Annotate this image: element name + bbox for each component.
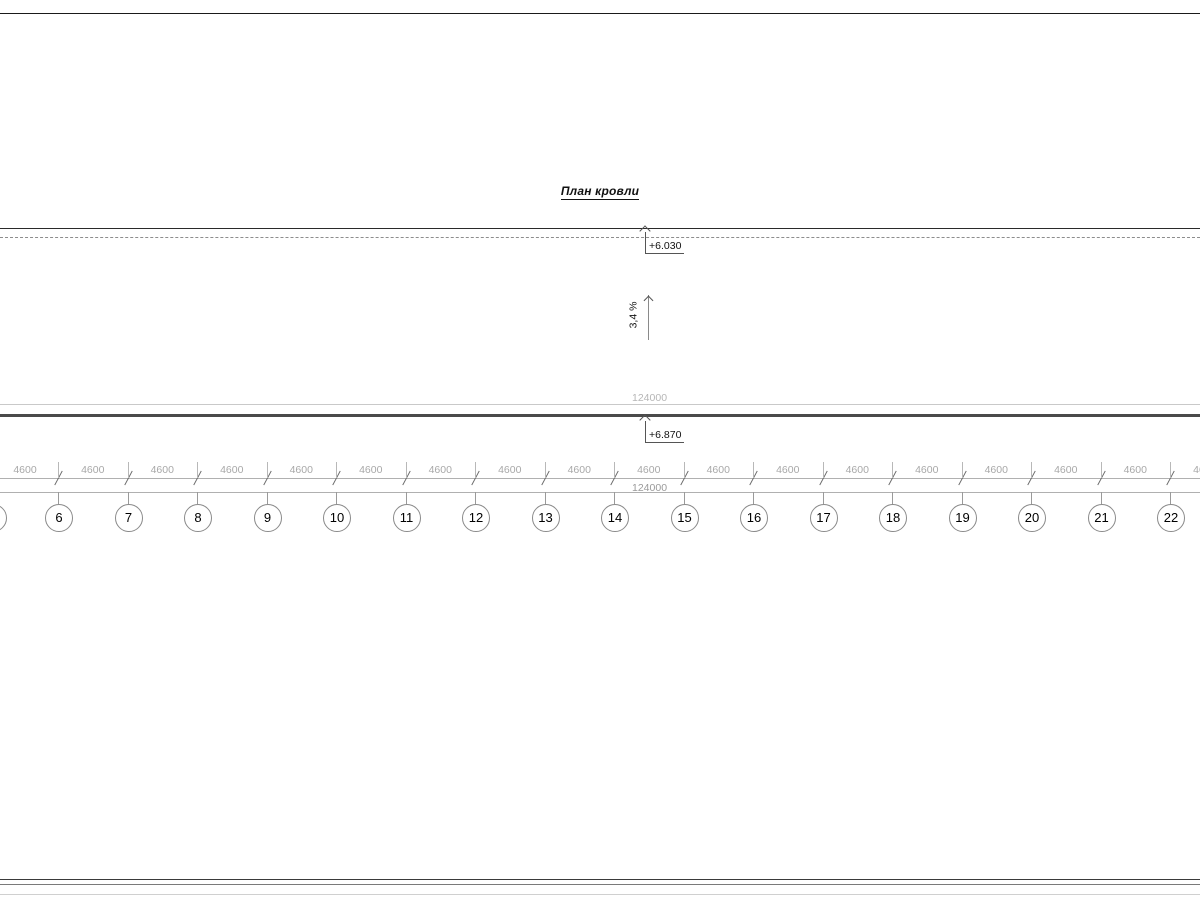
dimension-extension-line <box>614 462 615 478</box>
dimension-extension-line <box>1031 462 1032 478</box>
sheet-border-bottom-secondary <box>0 884 1200 885</box>
grid-bubble-leader <box>405 492 407 504</box>
dimension-value: 4600 <box>428 464 452 476</box>
grid-bubble-6[interactable]: 6 <box>45 504 73 532</box>
grid-bubble-19[interactable]: 19 <box>948 504 977 532</box>
dimension-value: 4600 <box>845 464 869 476</box>
dimension-line-upper <box>0 478 1200 479</box>
grid-bubble-18[interactable]: 18 <box>879 504 907 532</box>
dimension-extension-line <box>892 462 893 478</box>
dimension-value: 4600 <box>776 464 800 476</box>
dimension-value: 4600 <box>289 464 313 476</box>
dimension-value: 4600 <box>150 464 174 476</box>
grid-bubble-22[interactable]: 22 <box>1157 504 1185 532</box>
grid-bubble-14[interactable]: 14 <box>601 504 629 532</box>
grid-bubble-leader <box>127 492 129 504</box>
dimension-extension-line <box>544 462 546 478</box>
dimension-extension-line <box>753 462 754 478</box>
grid-bubble-20[interactable]: 20 <box>1018 504 1046 532</box>
dimension-extension-line <box>58 462 59 478</box>
sheet-border-bottom-tertiary <box>0 894 1200 895</box>
grid-bubble-leader <box>544 492 546 504</box>
elevation-value-bottom: +6.870 <box>646 429 685 443</box>
dimension-extension-line <box>1100 462 1102 478</box>
dimension-value: 4600 <box>13 464 37 476</box>
dimension-extension-line <box>961 462 963 478</box>
grid-bubble-12[interactable]: 12 <box>462 504 490 532</box>
grid-bubble-leader <box>266 492 268 504</box>
dimension-value: 4600 <box>359 464 383 476</box>
roof-edge-bottom-line <box>0 414 1200 417</box>
grid-bubble-5[interactable]: 5 <box>0 504 7 532</box>
dimension-value: 4600 <box>1054 464 1078 476</box>
dimension-value: 4600 <box>637 464 661 476</box>
dimension-extension-line <box>1170 462 1171 478</box>
grid-bubble-leader <box>961 492 963 504</box>
grid-bubble-15[interactable]: 15 <box>670 504 699 532</box>
overall-dimension-upper: 124000 <box>632 392 668 404</box>
dimension-value: 4600 <box>984 464 1008 476</box>
grid-bubble-8[interactable]: 8 <box>184 504 212 532</box>
slope-value: 3,4 % <box>627 301 640 329</box>
grid-bubble-leader <box>683 492 685 504</box>
grid-bubble-13[interactable]: 13 <box>531 504 560 532</box>
dimension-value: 4600 <box>706 464 730 476</box>
sheet-border-bottom-primary <box>0 879 1200 880</box>
grid-bubble-9[interactable]: 9 <box>253 504 282 532</box>
dimension-extension-line <box>822 462 824 478</box>
grid-bubble-7[interactable]: 7 <box>114 504 143 532</box>
dimension-extension-line <box>197 462 198 478</box>
grid-bubble-10[interactable]: 10 <box>323 504 351 532</box>
dimension-extension-line <box>266 462 268 478</box>
elevation-arrow-icon <box>641 416 649 423</box>
roof-inner-thin-line <box>0 404 1200 405</box>
grid-bubble-leader <box>197 492 198 504</box>
grid-bubble-16[interactable]: 16 <box>740 504 768 532</box>
grid-bubble-leader <box>1031 492 1032 504</box>
dimension-value: 4600 <box>1193 464 1200 476</box>
grid-bubble-leader <box>475 492 476 504</box>
grid-bubble-leader <box>753 492 754 504</box>
slope-direction-line <box>648 295 649 340</box>
dimension-value: 4600 <box>1123 464 1147 476</box>
dimension-extension-line <box>127 462 129 478</box>
grid-bubble-leader <box>614 492 615 504</box>
sheet-border-top <box>0 13 1200 14</box>
grid-bubble-21[interactable]: 21 <box>1087 504 1116 532</box>
elevation-marker-stem <box>645 232 646 254</box>
dimension-value: 4600 <box>567 464 591 476</box>
grid-bubble-leader <box>822 492 824 504</box>
dimension-value: 4600 <box>498 464 522 476</box>
dimension-extension-line <box>336 462 337 478</box>
roof-axis-dash-line <box>0 237 1200 238</box>
grid-bubble-leader <box>58 492 59 504</box>
dimension-extension-line <box>683 462 685 478</box>
dimension-line-lower <box>0 492 1200 493</box>
elevation-arrow-icon <box>641 227 649 234</box>
grid-bubble-leader <box>1100 492 1102 504</box>
grid-bubble-leader <box>892 492 893 504</box>
slope-arrow-icon <box>644 294 652 302</box>
plan-title: План кровли <box>0 184 1200 200</box>
elevation-marker-stem <box>645 421 646 443</box>
dimension-extension-line <box>475 462 476 478</box>
overall-dimension-lower: 124000 <box>632 482 668 494</box>
grid-bubble-leader <box>1170 492 1171 504</box>
plan-title-text: План кровли <box>560 184 640 200</box>
dimension-value: 4600 <box>915 464 939 476</box>
dimension-extension-line <box>405 462 407 478</box>
dimension-value: 4600 <box>81 464 105 476</box>
grid-bubble-11[interactable]: 11 <box>392 504 421 532</box>
dimension-value: 4600 <box>220 464 244 476</box>
grid-bubble-leader <box>336 492 337 504</box>
grid-bubble-17[interactable]: 17 <box>809 504 838 532</box>
roof-edge-top-line <box>0 228 1200 229</box>
elevation-value-top: +6.030 <box>646 240 685 254</box>
